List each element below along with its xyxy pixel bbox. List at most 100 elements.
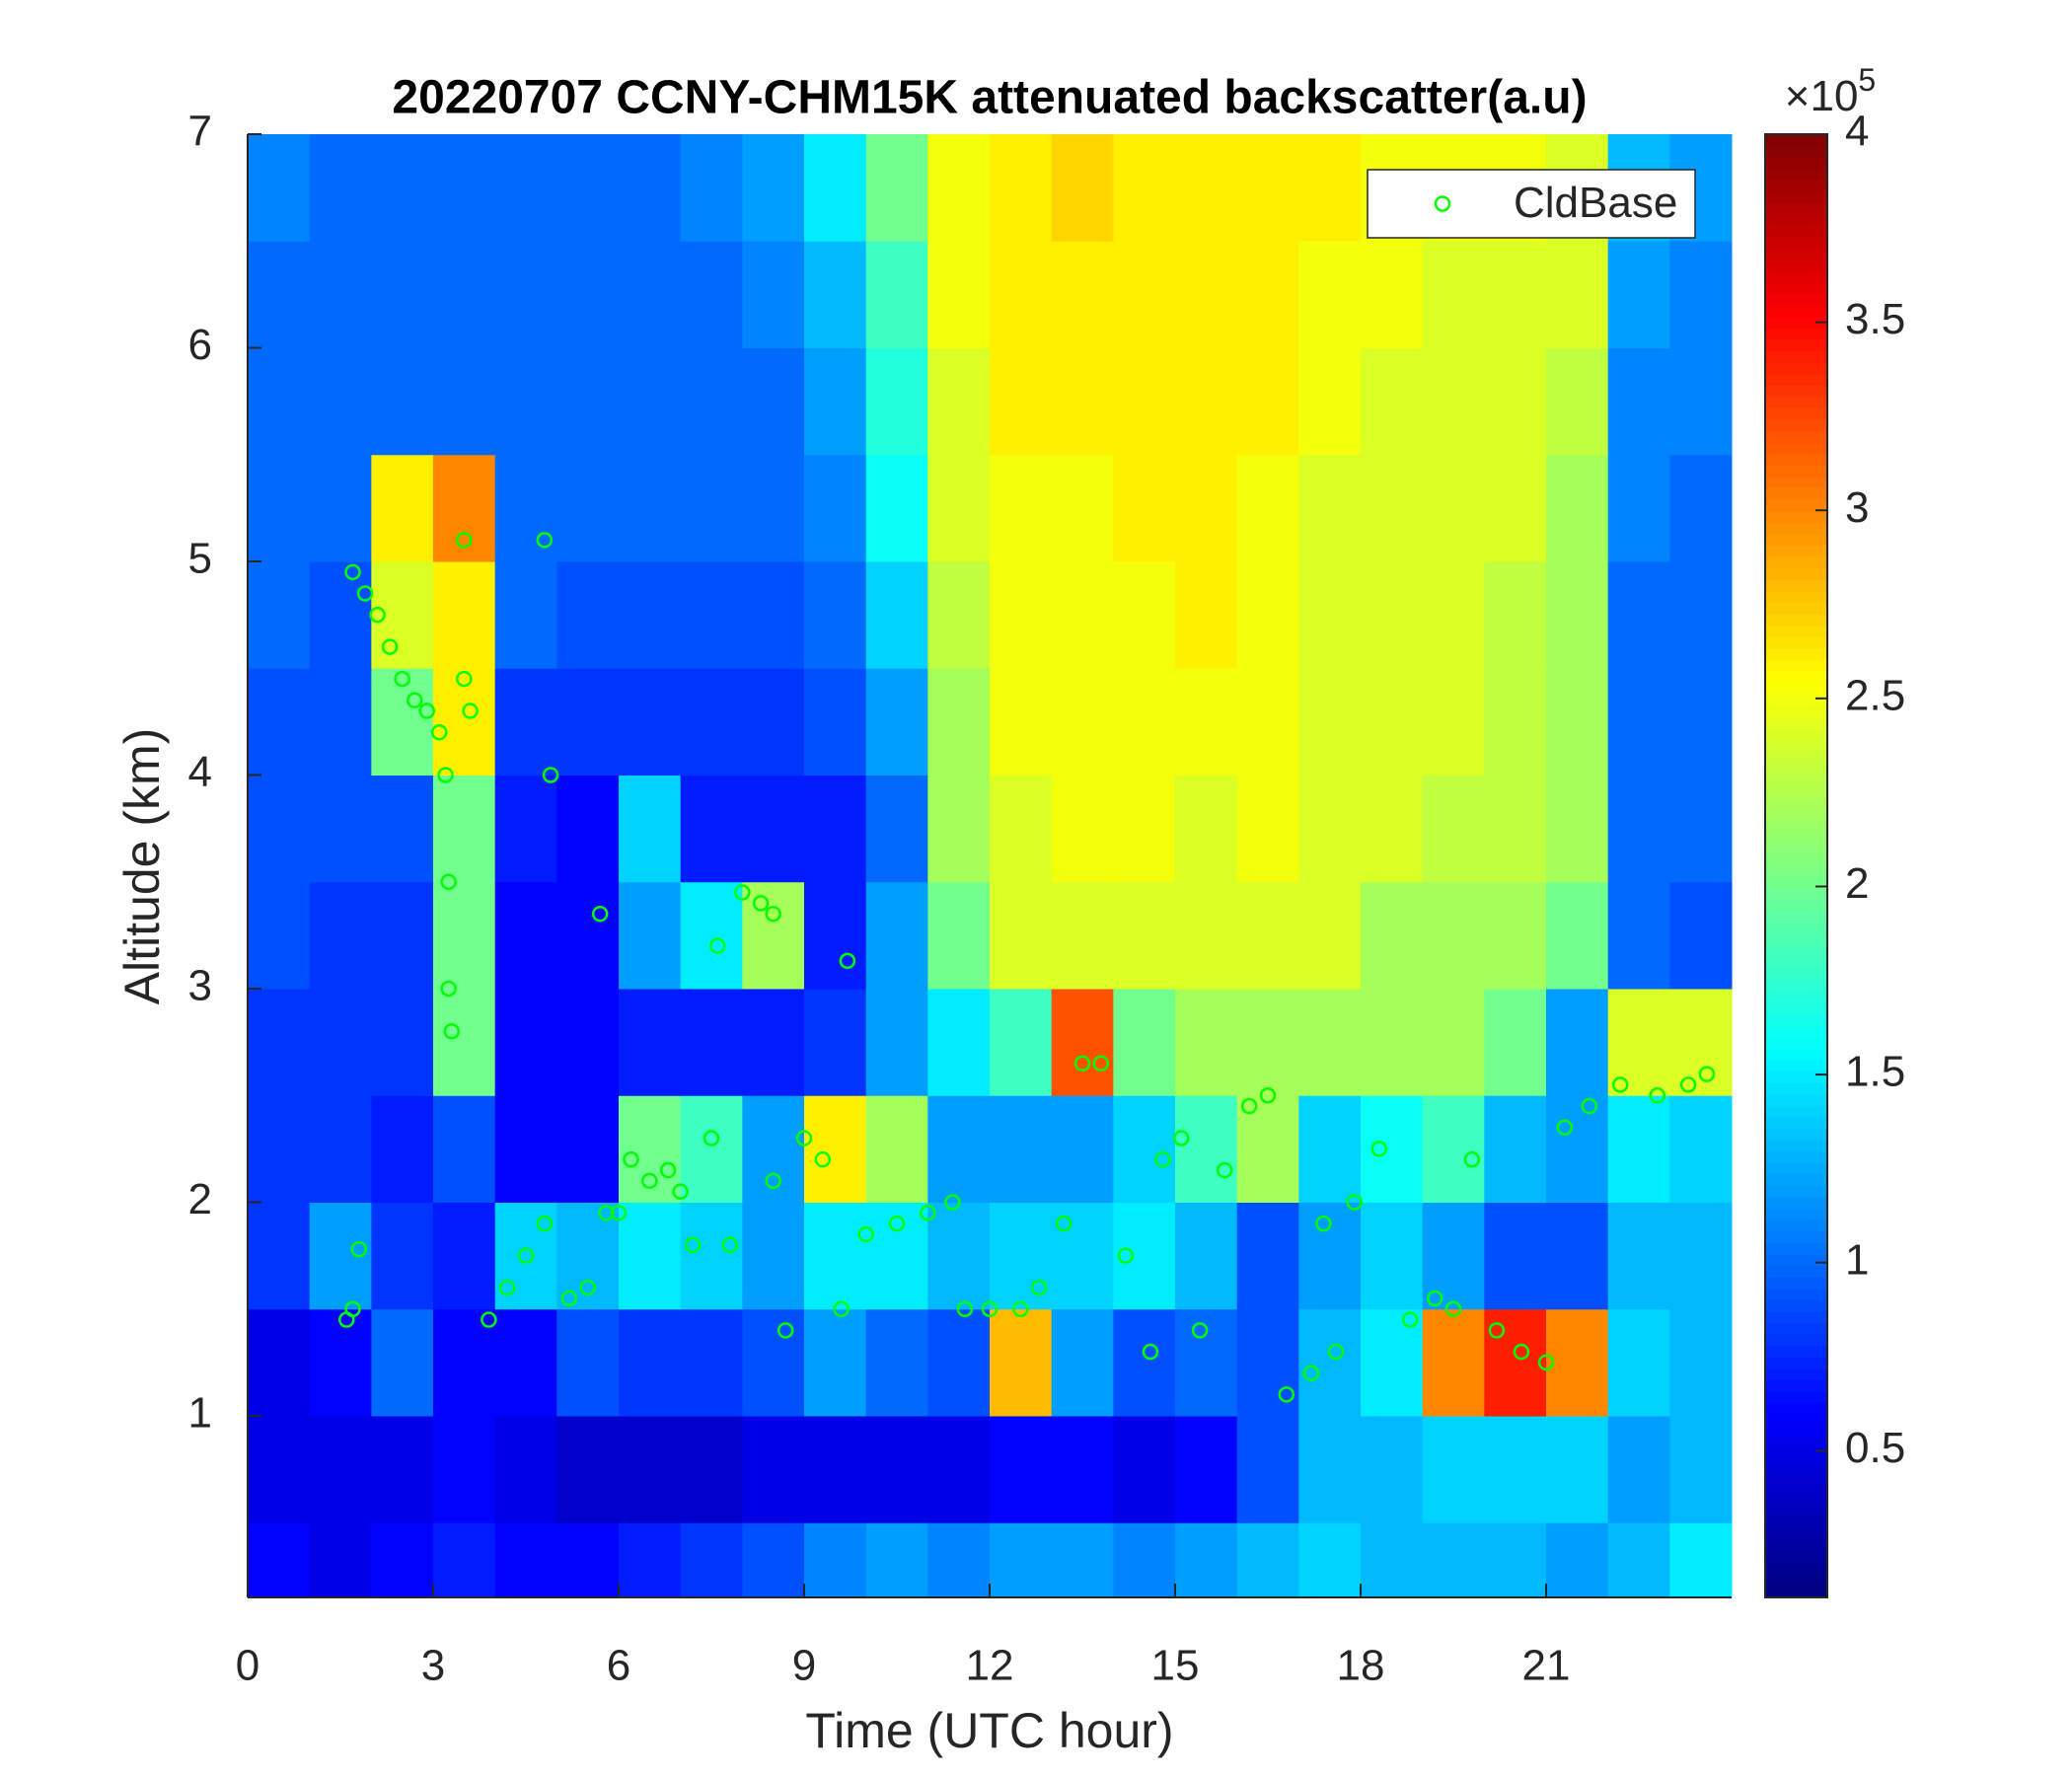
colorbar-strip bbox=[1765, 1563, 1827, 1576]
colorbar-strip bbox=[1765, 1025, 1827, 1038]
heatmap-cell bbox=[1236, 881, 1299, 990]
colorbar-strip bbox=[1765, 785, 1827, 798]
heatmap-cell bbox=[309, 1415, 372, 1523]
colorbar-strip bbox=[1765, 431, 1827, 444]
x-tick-label: 9 bbox=[792, 1642, 816, 1690]
heatmap-cell bbox=[1113, 1415, 1176, 1523]
heatmap-cell bbox=[1422, 1522, 1485, 1598]
heatmap-cell bbox=[248, 1308, 311, 1417]
heatmap-cell bbox=[309, 347, 372, 456]
heatmap-cell bbox=[1361, 1415, 1424, 1523]
colorbar-strip bbox=[1765, 465, 1827, 479]
heatmap-cell bbox=[494, 1202, 557, 1310]
heatmap-cell bbox=[1051, 881, 1114, 990]
heatmap-cell bbox=[1175, 1095, 1238, 1203]
colorbar-strip bbox=[1765, 442, 1827, 456]
colorbar-strip bbox=[1765, 328, 1827, 341]
heatmap-cell bbox=[1669, 988, 1733, 1096]
colorbar-strip bbox=[1765, 877, 1827, 890]
cloud-base-point bbox=[579, 1279, 596, 1296]
cloud-base-point bbox=[431, 723, 448, 741]
heatmap-cell bbox=[1175, 988, 1238, 1096]
heatmap-cell bbox=[494, 1308, 557, 1417]
heatmap-cell bbox=[990, 668, 1053, 776]
colorbar-strip bbox=[1765, 831, 1827, 844]
cloud-base-point bbox=[1302, 1365, 1320, 1381]
y-tick-label: 6 bbox=[188, 321, 212, 369]
cloud-base-point bbox=[440, 980, 457, 998]
cloud-base-point bbox=[381, 638, 399, 655]
heatmap-cell bbox=[1361, 1202, 1424, 1310]
colorbar-strip bbox=[1765, 636, 1827, 649]
colorbar-strip bbox=[1765, 683, 1827, 696]
colorbar-strip bbox=[1765, 1197, 1827, 1210]
heatmap-cell bbox=[990, 775, 1053, 883]
colorbar-strip bbox=[1765, 1391, 1827, 1404]
heatmap-cell bbox=[1361, 668, 1424, 776]
colorbar-tick-label: 2.5 bbox=[1845, 671, 1905, 719]
heatmap-cell bbox=[990, 241, 1053, 348]
colorbar-strip bbox=[1765, 603, 1827, 616]
heatmap-cell bbox=[927, 988, 991, 1096]
colorbar-strip bbox=[1765, 1414, 1827, 1427]
heatmap-cell bbox=[1113, 881, 1176, 990]
heatmap-cell bbox=[309, 134, 372, 242]
heatmap-cell bbox=[1361, 988, 1424, 1096]
colorbar-strip bbox=[1765, 568, 1827, 581]
colorbar-strip bbox=[1765, 648, 1827, 661]
cloud-base-point bbox=[481, 1311, 497, 1328]
heatmap-cell bbox=[1669, 454, 1733, 562]
colorbar-strip bbox=[1765, 1471, 1827, 1484]
heatmap-cell bbox=[927, 775, 991, 883]
heatmap-cell bbox=[433, 1522, 496, 1598]
colorbar-strip bbox=[1765, 716, 1827, 730]
colorbar-strip bbox=[1765, 751, 1827, 764]
colorbar-strip bbox=[1765, 1528, 1827, 1541]
colorbar-strip bbox=[1765, 1048, 1827, 1062]
colorbar-strip bbox=[1765, 968, 1827, 981]
colorbar-strip bbox=[1765, 853, 1827, 867]
heatmap-cell bbox=[742, 1415, 805, 1523]
heatmap-cell bbox=[865, 668, 928, 776]
heatmap-cell bbox=[556, 454, 620, 562]
colorbar-strip bbox=[1765, 579, 1827, 593]
scatter bbox=[338, 532, 1716, 1403]
heatmap-cell bbox=[1607, 454, 1670, 562]
heatmap-cell bbox=[1113, 454, 1176, 562]
colorbar-tick-label: 4 bbox=[1845, 108, 1869, 156]
heatmap-cell bbox=[865, 1095, 928, 1203]
heatmap-cell bbox=[1669, 1522, 1733, 1598]
cloud-base-point bbox=[765, 905, 781, 923]
x-tick-label: 6 bbox=[607, 1642, 630, 1690]
colorbar-strip bbox=[1765, 1403, 1827, 1416]
cloud-base-point bbox=[350, 1240, 368, 1258]
cloud-base-point bbox=[1679, 1076, 1697, 1093]
heatmap-cell bbox=[1298, 1202, 1362, 1310]
heatmap-cell bbox=[556, 1522, 620, 1598]
heatmap-cell bbox=[309, 1522, 372, 1598]
y-tick-label: 2 bbox=[188, 1175, 212, 1223]
colorbar: 0.5 1 1.5 2 2.5 3 3.5 4×105 bbox=[1764, 62, 1905, 1598]
heatmap-cell bbox=[1422, 668, 1485, 776]
cloud-base-point bbox=[623, 1150, 639, 1168]
heatmap-cell bbox=[494, 881, 557, 990]
heatmap-cell bbox=[1051, 1308, 1114, 1417]
cloud-base-point bbox=[344, 563, 361, 581]
heatmap-cell bbox=[927, 560, 991, 669]
heatmap-cell bbox=[1298, 775, 1362, 883]
heatmap-cell bbox=[556, 988, 620, 1096]
heatmap-cell bbox=[494, 454, 557, 562]
heatmap-cell bbox=[1175, 560, 1238, 669]
colorbar-strip bbox=[1765, 1117, 1827, 1130]
heatmap-cell bbox=[1113, 347, 1176, 456]
heatmap-cell bbox=[1236, 775, 1299, 883]
cloud-base-point bbox=[1488, 1322, 1506, 1339]
heatmap-cell bbox=[1298, 560, 1362, 669]
heatmap-cell bbox=[1422, 1415, 1485, 1523]
colorbar-strip bbox=[1765, 317, 1827, 330]
heatmap-cell bbox=[1607, 1095, 1670, 1203]
colorbar-strip bbox=[1765, 1277, 1827, 1290]
colorbar-strip bbox=[1765, 282, 1827, 295]
colorbar-strip bbox=[1765, 522, 1827, 536]
heatmap-cell bbox=[865, 1415, 928, 1523]
